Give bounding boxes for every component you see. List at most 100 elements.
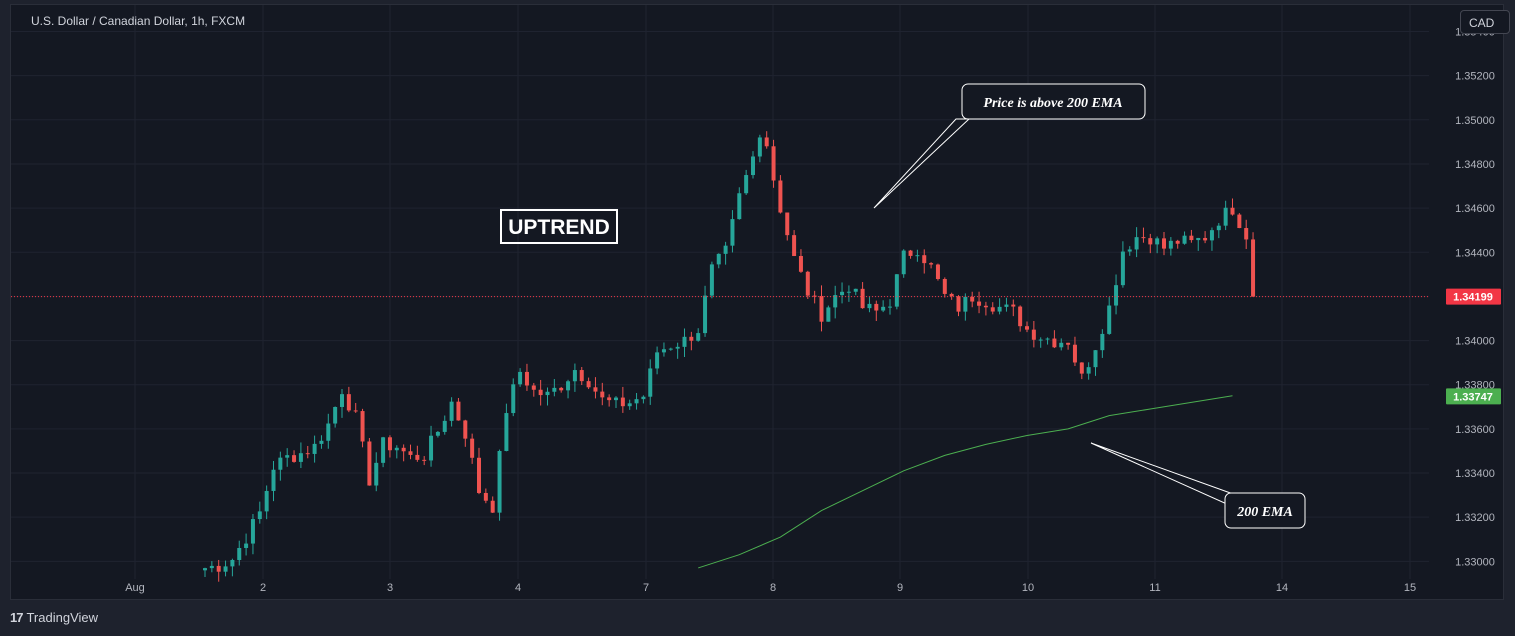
candle-body	[257, 511, 262, 520]
candle-body	[223, 566, 228, 572]
y-tick-label: 1.33400	[1455, 468, 1495, 480]
candle-body	[696, 333, 701, 341]
candle-body	[559, 387, 564, 391]
candle-body	[1114, 285, 1119, 306]
candle-body	[723, 245, 728, 254]
candles	[203, 131, 1256, 582]
candle-body	[566, 381, 571, 391]
candle-body	[908, 250, 913, 256]
candle-body	[894, 274, 899, 307]
candle-body	[1120, 251, 1125, 286]
candle-body	[600, 391, 605, 398]
candle-body	[1079, 362, 1084, 374]
x-tick-label: 15	[1404, 582, 1416, 594]
candle-body	[655, 352, 660, 369]
candle-body	[504, 413, 509, 451]
candle-body	[1066, 342, 1071, 345]
currency-button[interactable]: CAD	[1460, 10, 1510, 34]
candle-body	[422, 459, 427, 461]
price-note-pointer	[873, 118, 971, 209]
candle-body	[997, 306, 1002, 312]
candle-body	[860, 288, 865, 309]
candle-body	[1100, 333, 1105, 351]
candle-body	[949, 293, 954, 297]
candle-body	[846, 291, 851, 293]
x-tick-label: 8	[770, 582, 776, 594]
axes: 1.330001.332001.334001.336001.338001.340…	[11, 26, 1501, 594]
x-tick-label: 7	[643, 582, 649, 594]
candle-body	[237, 547, 242, 561]
candle-body	[346, 394, 351, 411]
candle-body	[977, 301, 982, 306]
candle-body	[429, 435, 434, 461]
candle-body	[737, 193, 742, 220]
candle-body	[668, 348, 673, 350]
candle-body	[901, 250, 906, 275]
candle-body	[490, 500, 495, 513]
price-chart[interactable]: UPTREND Price is above 200 EMA 200 EMA 1.3…	[11, 5, 1505, 601]
candle-body	[387, 437, 392, 451]
candle-body	[401, 447, 406, 452]
tradingview-brand-text: TradingView	[26, 610, 99, 625]
candle-body	[785, 212, 790, 236]
ema-200-line	[698, 395, 1233, 569]
candle-body	[408, 451, 413, 455]
candle-body	[230, 560, 235, 567]
candle-body	[1223, 207, 1228, 226]
candle-body	[435, 431, 440, 436]
chart-panel[interactable]: UPTREND Price is above 200 EMA 200 EMA 1.3…	[10, 4, 1510, 601]
candle-body	[203, 568, 207, 571]
candle-body	[833, 295, 838, 308]
candle-body	[292, 455, 297, 462]
last-price-label: 1.34199	[1453, 292, 1493, 304]
price-note-box	[961, 83, 1146, 120]
x-tick-label: 9	[897, 582, 903, 594]
x-tick-label: 2	[260, 582, 266, 594]
ema-value-badge	[1446, 388, 1501, 405]
candle-body	[1175, 240, 1180, 244]
candle-body	[1251, 239, 1256, 297]
candle-body	[244, 543, 249, 548]
candle-body	[305, 453, 310, 455]
y-tick-label: 1.33600	[1455, 424, 1495, 436]
candle-body	[661, 349, 666, 353]
candle-body	[812, 295, 817, 297]
candle-body	[1237, 214, 1242, 229]
candle-body	[607, 397, 612, 401]
candle-body	[216, 565, 221, 572]
annotations: UPTREND Price is above 200 EMA 200 EMA	[500, 83, 1306, 529]
candle-body	[381, 437, 386, 463]
price-note-label: Price is above 200 EMA	[983, 96, 1122, 111]
candle-body	[1162, 238, 1166, 249]
candle-body	[730, 219, 735, 246]
candle-body	[798, 256, 803, 272]
candle-body	[552, 387, 557, 392]
candle-body	[819, 295, 824, 322]
candle-body	[751, 156, 755, 176]
candle-body	[764, 137, 769, 147]
ema-layer	[698, 395, 1233, 569]
candle-body	[1045, 338, 1050, 340]
candle-body	[614, 397, 618, 401]
x-tick-label: 4	[515, 582, 521, 594]
tradingview-logo-icon: 17	[10, 610, 24, 625]
candle-body	[881, 306, 886, 311]
candle-body	[1155, 238, 1160, 245]
candle-body	[538, 389, 543, 396]
candle-body	[716, 253, 721, 265]
candle-body	[963, 296, 968, 312]
candle-body	[942, 279, 947, 294]
candle-body	[483, 492, 488, 501]
candle-body	[518, 371, 523, 385]
candle-body	[442, 420, 447, 432]
candle-body	[915, 255, 920, 257]
tradingview-logo[interactable]: 17 TradingView	[10, 610, 98, 625]
x-tick-label: 14	[1276, 582, 1288, 594]
candle-body	[853, 288, 858, 292]
candle-body	[360, 411, 365, 442]
y-tick-label: 1.34600	[1455, 203, 1495, 215]
candle-body	[1072, 344, 1077, 363]
candle-body	[1093, 350, 1098, 368]
candle-body	[545, 391, 550, 396]
candle-body	[929, 263, 934, 265]
